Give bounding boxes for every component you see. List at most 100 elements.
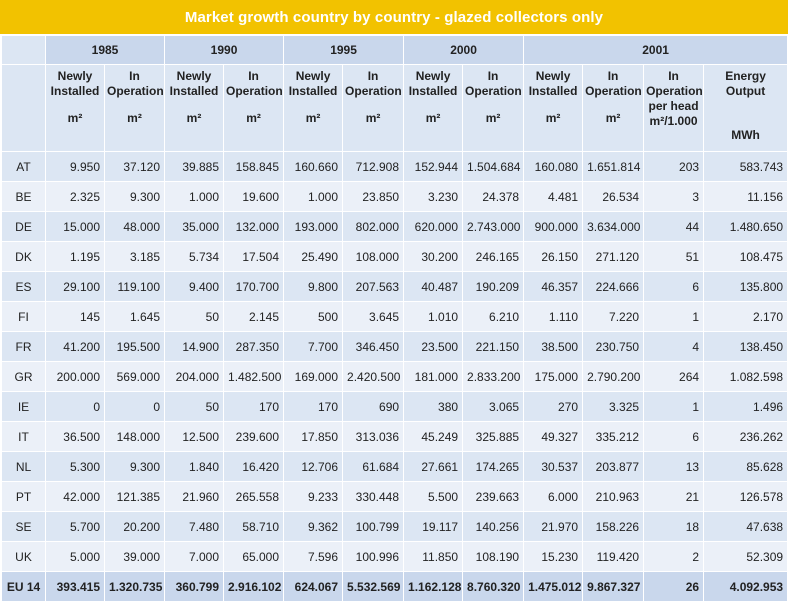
value-cell: 160.080 (523, 151, 584, 182)
header-in-operation: In Operation m² (342, 64, 405, 152)
value-cell: 380 (403, 391, 464, 422)
value-cell: 148.000 (103, 421, 166, 452)
value-cell: 12.706 (283, 451, 344, 482)
value-cell: 27.661 (403, 451, 464, 482)
value-cell: 203 (643, 151, 705, 182)
value-cell: 18 (643, 511, 705, 542)
table-row: DE 15.000 48.000 35.000 132.000 193.000 802.00… (1, 211, 788, 242)
header-in-operation-line: In (129, 69, 140, 83)
value-cell: 264 (643, 361, 705, 392)
corner-cell (1, 64, 46, 152)
value-cell: 195.500 (103, 331, 166, 362)
value-cell: 346.450 (342, 331, 405, 362)
header-in-operation: In Operation m² (223, 64, 285, 152)
value-cell: 325.885 (462, 421, 525, 452)
value-cell: 49.327 (523, 421, 584, 452)
column-header-row: Newly Installed m² In Operation m² Newly Instal… (1, 64, 788, 152)
value-cell: 85.628 (703, 451, 788, 482)
country-code-cell: BE (1, 181, 46, 212)
value-cell: 23.850 (342, 181, 405, 212)
header-in-operation-line: Operation (585, 84, 642, 98)
header-newly-installed-unit: m² (545, 111, 561, 125)
header-in-operation-unit: m² (485, 111, 501, 125)
value-cell: 1.504.684 (462, 151, 525, 182)
header-in-operation-line: Operation (226, 84, 283, 98)
header-in-operation-line: Operation (107, 84, 164, 98)
value-cell: 224.666 (582, 271, 645, 302)
value-cell: 7.596 (283, 541, 344, 572)
header-newly-installed: Newly Installed m² (45, 64, 105, 152)
value-cell: 712.908 (342, 151, 405, 182)
country-code-cell: DK (1, 241, 46, 272)
header-newly-installed-unit: m² (186, 111, 202, 125)
header-newly-installed: Newly Installed m² (283, 64, 344, 152)
value-cell: 1.840 (164, 451, 225, 482)
value-cell: 221.150 (462, 331, 525, 362)
total-value-cell: 26 (643, 571, 705, 602)
value-cell: 620.000 (403, 211, 464, 242)
country-code-cell: FR (1, 331, 46, 362)
table-row: IT 36.500 148.000 12.500 239.600 17.850 313.03… (1, 421, 788, 452)
header-energy-output-unit: MWh (731, 128, 760, 142)
value-cell: 19.600 (223, 181, 285, 212)
value-cell: 3.065 (462, 391, 525, 422)
value-cell: 230.750 (582, 331, 645, 362)
header-in-operation-line: In (607, 69, 619, 83)
year-header-2001: 2001 (523, 35, 788, 65)
country-code-cell: UK (1, 541, 46, 572)
table-row: FR 41.200 195.500 14.900 287.350 7.700 346.450… (1, 331, 788, 362)
value-cell: 48.000 (103, 211, 166, 242)
value-cell: 3 (643, 181, 705, 212)
table-row: ES 29.100 119.100 9.400 170.700 9.800 207.563 4… (1, 271, 788, 302)
value-cell: 35.000 (164, 211, 225, 242)
total-value-cell: 393.415 (45, 571, 105, 602)
header-newly-installed-unit: m² (305, 111, 321, 125)
value-cell: 1.010 (403, 301, 464, 332)
header-newly-installed-unit: m² (425, 111, 441, 125)
value-cell: 170.700 (223, 271, 285, 302)
header-per-head-line: In (668, 69, 679, 83)
value-cell: 126.578 (703, 481, 788, 512)
value-cell: 30.200 (403, 241, 464, 272)
value-cell: 47.638 (703, 511, 788, 542)
value-cell: 39.885 (164, 151, 225, 182)
value-cell: 15.230 (523, 541, 584, 572)
value-cell: 7.700 (283, 331, 344, 362)
value-cell: 5.500 (403, 481, 464, 512)
value-cell: 108.000 (342, 241, 405, 272)
value-cell: 190.209 (462, 271, 525, 302)
value-cell: 2.325 (45, 181, 105, 212)
value-cell: 2 (643, 541, 705, 572)
value-cell: 108.190 (462, 541, 525, 572)
header-newly-installed: Newly Installed m² (164, 64, 225, 152)
value-cell: 5.000 (45, 541, 105, 572)
value-cell: 58.710 (223, 511, 285, 542)
value-cell: 2.420.500 (342, 361, 405, 392)
value-cell: 3.325 (582, 391, 645, 422)
value-cell: 46.357 (523, 271, 584, 302)
value-cell: 6.000 (523, 481, 584, 512)
header-per-head-unit: m²/1.000 (649, 114, 698, 128)
value-cell: 4.481 (523, 181, 584, 212)
country-code-cell: PT (1, 481, 46, 512)
header-newly-installed-line: Installed (50, 84, 100, 98)
value-cell: 100.996 (342, 541, 405, 572)
total-value-cell: 624.067 (283, 571, 344, 602)
value-cell: 330.448 (342, 481, 405, 512)
value-cell: 20.200 (103, 511, 166, 542)
value-cell: 21.970 (523, 511, 584, 542)
value-cell: 38.500 (523, 331, 584, 362)
value-cell: 41.200 (45, 331, 105, 362)
header-per-head-line: per head (648, 99, 699, 113)
value-cell: 1 (643, 391, 705, 422)
table-row: AT 9.950 37.120 39.885 158.845 160.660 712.908… (1, 151, 788, 182)
value-cell: 152.944 (403, 151, 464, 182)
value-cell: 39.000 (103, 541, 166, 572)
table-row: IE 0 0 50 170 170 690 380 3.065 270 3.325 1 1.496 (1, 391, 788, 422)
value-cell: 203.877 (582, 451, 645, 482)
year-header-row: 1985 1990 1995 2000 2001 (1, 35, 788, 65)
value-cell: 44 (643, 211, 705, 242)
header-newly-installed-unit: m² (67, 111, 83, 125)
value-cell: 690 (342, 391, 405, 422)
value-cell: 11.156 (703, 181, 788, 212)
